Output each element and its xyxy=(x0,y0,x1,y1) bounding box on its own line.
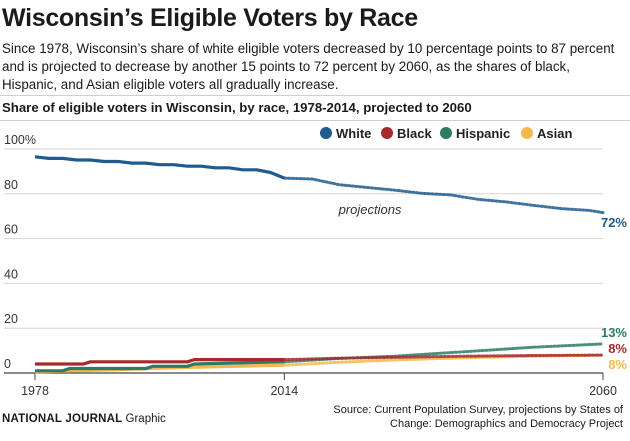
publisher-name: NATIONAL JOURNAL xyxy=(2,413,123,425)
black-historical-line xyxy=(35,358,285,366)
projections-annotation: projections xyxy=(338,202,402,217)
y-tick-label: 0 xyxy=(4,357,11,371)
hispanic-historical-line xyxy=(35,360,285,373)
y-tick-label: 20 xyxy=(4,312,18,326)
chart-title: Wisconsin’s Eligible Voters by Race xyxy=(2,4,418,32)
black-legend-label: Black xyxy=(397,126,432,141)
footer-credit: NATIONAL JOURNAL Graphic xyxy=(2,413,166,425)
y-tick-label: 80 xyxy=(4,178,18,192)
asian-legend-marker xyxy=(521,127,533,139)
chart-description: Since 1978, Wisconsin’s share of white e… xyxy=(2,41,615,92)
black-projection-line xyxy=(282,353,605,362)
x-tick-label: 2014 xyxy=(270,384,298,398)
graphic-label: Graphic xyxy=(125,413,166,425)
legend: White Black Hispanic Asian xyxy=(320,126,572,141)
black-legend-marker xyxy=(381,127,393,139)
y-tick-label: 60 xyxy=(4,223,18,237)
white-end-label: 72% xyxy=(601,215,627,230)
x-tick-label: 1978 xyxy=(21,384,49,398)
chart-subtitle: Share of eligible voters in Wisconsin, b… xyxy=(2,100,472,115)
x-tick-label: 2060 xyxy=(589,384,617,398)
asian-end-label: 8% xyxy=(608,357,627,372)
series-end-labels: 72%8%13%8% xyxy=(601,215,627,372)
series-lines xyxy=(34,155,605,374)
white-historical-line xyxy=(34,155,285,180)
white-legend-marker xyxy=(320,127,332,139)
grid-lines xyxy=(4,148,603,374)
black-end-label: 8% xyxy=(608,341,627,356)
hispanic-legend-marker xyxy=(440,127,452,139)
y-tick-label: 100% xyxy=(4,133,36,147)
asian-historical-line xyxy=(34,363,285,374)
top-divider xyxy=(0,95,630,96)
white-legend-label: White xyxy=(336,126,371,141)
asian-legend-label: Asian xyxy=(537,126,572,141)
white-projection-line xyxy=(282,176,605,215)
source-note: Source: Current Population Survey, proje… xyxy=(333,404,623,430)
hispanic-legend-label: Hispanic xyxy=(456,126,510,141)
y-tick-label: 40 xyxy=(4,267,18,281)
axis-ticks: 0 20 40 60 80 100% 1978 2014 2060 xyxy=(4,133,617,398)
hispanic-end-label: 13% xyxy=(601,325,627,340)
subtitle-divider xyxy=(0,120,630,121)
